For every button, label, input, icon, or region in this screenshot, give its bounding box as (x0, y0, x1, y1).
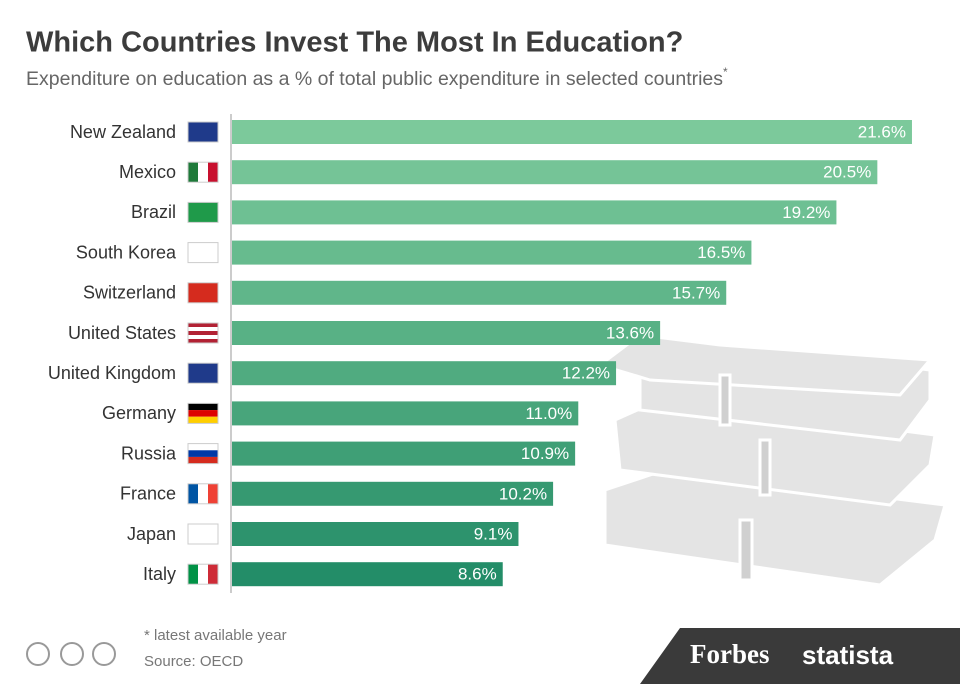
bar (232, 401, 579, 426)
flag-border (187, 563, 219, 585)
bar (232, 280, 727, 305)
flag-icon (187, 563, 219, 585)
value-label: 20.5% (823, 163, 871, 182)
bar (232, 240, 752, 265)
flag-border (187, 161, 219, 183)
value-label: 19.2% (782, 203, 830, 222)
flag-border (187, 201, 219, 223)
subtitle-text: Expenditure on education as a % of total… (26, 68, 723, 90)
value-label: 21.6% (858, 122, 906, 141)
flag-stripe (188, 443, 218, 451)
flag-border (187, 483, 219, 505)
bar (232, 562, 503, 587)
flag-icon (187, 121, 219, 143)
category-label: South Korea (76, 242, 177, 262)
forbes-logo: Forbes (690, 639, 769, 669)
flag-icon (187, 322, 219, 344)
flag-icon (187, 523, 219, 545)
flag-border (187, 402, 219, 424)
category-label: Switzerland (83, 283, 176, 303)
category-label: Mexico (119, 162, 176, 182)
bar (232, 361, 617, 386)
flag-border (187, 443, 219, 465)
source: Source: OECD (144, 653, 243, 670)
bar (232, 321, 661, 345)
flag-stripe (208, 162, 218, 183)
flag-stripe (198, 483, 208, 504)
flag-border (187, 523, 219, 545)
value-label: 11.0% (525, 404, 572, 423)
value-label: 8.6% (458, 565, 497, 584)
flag-stripe (188, 410, 218, 417)
value-label: 12.2% (562, 364, 610, 383)
value-label: 10.9% (521, 444, 569, 463)
flag-stripe (188, 282, 218, 303)
chart-title: Which Countries Invest The Most In Educa… (26, 27, 683, 59)
flag-icon (187, 362, 219, 384)
category-label: United Kingdom (48, 363, 176, 383)
flag-stripe (188, 323, 218, 327)
footnote: * latest available year (144, 627, 287, 644)
category-label: New Zealand (70, 122, 176, 142)
flag-border (187, 121, 219, 143)
value-label: 16.5% (697, 243, 745, 262)
flag-stripe (188, 564, 198, 585)
flag-stripe (208, 564, 218, 585)
license-icons (26, 642, 116, 666)
statista-logo: statista (802, 640, 894, 670)
flag-stripe (188, 202, 218, 223)
category-label: Brazil (131, 202, 176, 222)
books-illustration (596, 333, 947, 587)
flag-stripe (188, 403, 218, 411)
flag-stripe (188, 450, 218, 457)
category-label: Japan (127, 524, 176, 544)
flag-stripe (188, 363, 218, 384)
flag-icon (187, 483, 219, 505)
flag-stripe (188, 242, 218, 263)
bar (232, 481, 554, 506)
flag-stripe (188, 335, 218, 339)
flag-stripe (198, 162, 208, 183)
bar (232, 120, 912, 144)
value-label: 13.6% (606, 323, 654, 342)
flag-stripe (188, 162, 198, 183)
flag-stripe (188, 416, 218, 424)
flag-border (187, 242, 219, 264)
footer-band (640, 628, 960, 684)
flag-icon (187, 242, 219, 264)
value-label: 9.1% (474, 524, 513, 543)
flag-stripe (198, 564, 208, 585)
flag-border (187, 282, 219, 304)
bar (232, 200, 837, 225)
flag-stripe (188, 331, 218, 335)
category-label: United States (68, 323, 176, 343)
flag-stripe (188, 339, 218, 343)
flag-border (187, 362, 219, 384)
bar (232, 160, 878, 185)
flag-stripe (188, 483, 198, 504)
value-label: 15.7% (672, 283, 720, 302)
category-label: France (120, 484, 176, 504)
flag-stripe (208, 483, 218, 504)
category-label: Germany (102, 403, 176, 423)
flag-stripe (188, 122, 218, 142)
subtitle-mark: * (723, 65, 728, 79)
flag-icon (187, 443, 219, 465)
bar (232, 522, 519, 546)
chart-subtitle: Expenditure on education as a % of total… (26, 65, 728, 90)
bar (232, 441, 576, 466)
flag-icon (187, 402, 219, 424)
flag-icon (187, 161, 219, 183)
flag-stripe (188, 327, 218, 331)
flag-icon (187, 282, 219, 304)
flag-icon (187, 201, 219, 223)
flag-stripe (188, 524, 218, 544)
category-label: Russia (121, 443, 177, 463)
category-label: Italy (143, 564, 176, 584)
flag-border (187, 322, 219, 344)
flag-stripe (188, 456, 218, 464)
value-label: 10.2% (499, 484, 547, 503)
